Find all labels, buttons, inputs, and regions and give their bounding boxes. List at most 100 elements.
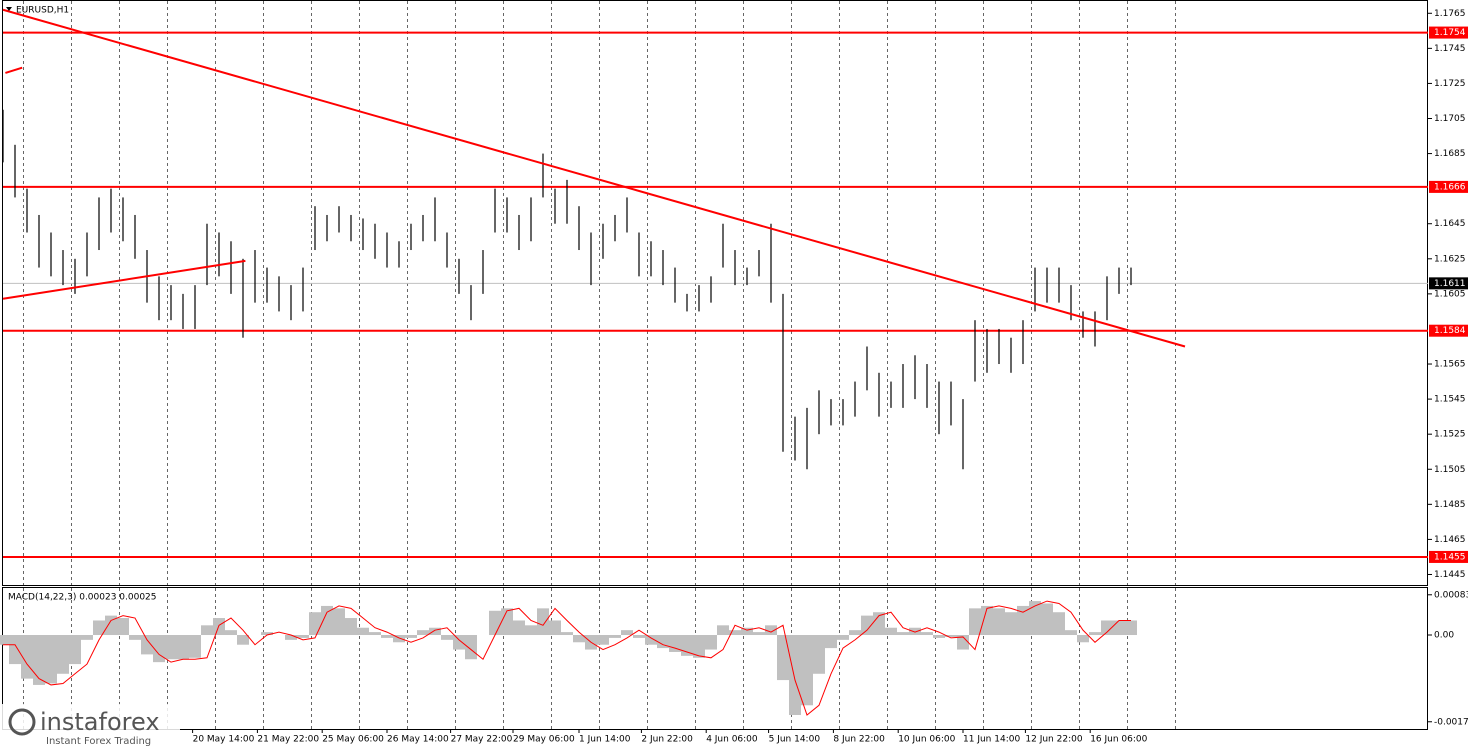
macd-bar [189,635,201,658]
y-tick-label: 1.1605 [1434,289,1466,299]
y-tick-label: 1.1645 [1434,219,1466,229]
macd-bar [1053,612,1065,636]
x-tick-label: 12 Jun 22:00 [1025,735,1082,745]
macd-bar [201,625,213,636]
macd-bar [1029,601,1041,636]
macd-bar [633,635,645,638]
macd-bar [1125,620,1137,636]
macd-bar [453,635,465,650]
macd-bar [777,635,789,681]
macd-bar [333,608,345,636]
macd-bar [789,635,801,715]
macd-bar [993,608,1005,636]
macd-bar [177,635,189,660]
y-tick-label: 1.1445 [1434,570,1466,580]
y-tick-label: 1.1745 [1434,44,1466,54]
macd-bar [1077,635,1089,643]
level-box [1429,324,1468,337]
level-box [1429,26,1468,39]
macd-bar [693,635,705,658]
macd-bar [441,635,453,640]
macd-bar [417,630,429,636]
macd-bar [9,635,21,665]
macd-bar [93,620,105,636]
logo: instaforex Instant Forex Trading [0,704,180,750]
logo-tagline: Instant Forex Trading [46,736,151,747]
macd-bar [561,632,573,636]
current-price-box [1429,277,1468,290]
signal-line [3,600,1131,716]
macd-bar [525,625,537,636]
macd-bar [1005,612,1017,636]
macd-bar [969,608,981,636]
macd-bar [105,615,117,636]
x-tick-label: 20 May 14:00 [193,735,255,745]
symbol-title: EURUSD,H1 [16,6,69,16]
macd-bar [129,635,141,640]
level-box [1429,550,1468,563]
macd-bar [309,612,321,636]
macd-bar [573,635,585,643]
macd-bar [873,612,885,636]
macd-bar [405,635,417,638]
y-tick-label: 1.1765 [1434,9,1466,19]
macd-bar [81,635,93,640]
x-tick-label: 1 Jun 14:00 [579,735,631,745]
macd-bar [765,625,777,636]
macd-bar [1101,620,1113,636]
x-tick-label: 16 Jun 06:00 [1090,735,1147,745]
x-tick-label: 26 May 14:00 [387,735,449,745]
x-tick-label: 5 Jun 14:00 [769,735,821,745]
macd-bar [69,635,81,665]
macd-bar [1089,632,1101,636]
y-tick-label: 1.1625 [1434,254,1466,264]
macd-bar [609,635,621,638]
macd-bar [465,635,477,660]
macd-bar [489,610,501,636]
macd-bar [1041,603,1053,636]
macd-bar [297,635,309,638]
macd-bar [921,632,933,636]
y-tick-label: 1.1705 [1434,114,1466,124]
macd-bar [141,635,153,655]
x-tick-label: 8 Jun 22:00 [833,735,885,745]
y-tick-label: 1.1545 [1434,395,1466,405]
macd-bar [381,635,393,638]
logo-icon [8,708,36,736]
x-tick-label: 21 May 22:00 [257,735,319,745]
macd-bar [885,627,897,636]
macd-bar [345,618,357,636]
macd-bar [225,630,237,636]
macd-bar [0,635,9,645]
macd-bar [705,635,717,650]
y-tick-label: 0.00083 [1434,590,1468,600]
macd-bar [729,630,741,636]
y-tick-label: 1.1565 [1434,360,1466,370]
macd-bar [1065,630,1077,636]
macd-bar [813,635,825,674]
macd-bar [285,635,297,640]
macd-bar [429,627,441,636]
y-tick-label: 0.00 [1434,631,1454,641]
x-tick-label: 10 Jun 06:00 [898,735,955,745]
macd-bar [393,635,405,643]
x-tick-label: 29 May 06:00 [513,735,575,745]
y-tick-label: -0.00179 [1434,717,1468,727]
y-tick-label: 1.1505 [1434,465,1466,475]
y-tick-label: 1.1525 [1434,430,1466,440]
macd-bar [717,625,729,636]
macd-bar [741,627,753,636]
macd-bar [681,635,693,656]
trend-line [2,8,1186,348]
macd-bar [45,635,57,684]
x-tick-label: 2 Jun 22:00 [641,735,693,745]
macd-bar [957,635,969,650]
level-box [1429,180,1468,193]
level-label: 1.1584 [1434,326,1466,336]
y-tick-label: 1.1465 [1434,535,1466,545]
macd-bar [657,635,669,649]
macd-bar [261,632,273,636]
x-tick-label: 27 May 22:00 [451,735,513,745]
